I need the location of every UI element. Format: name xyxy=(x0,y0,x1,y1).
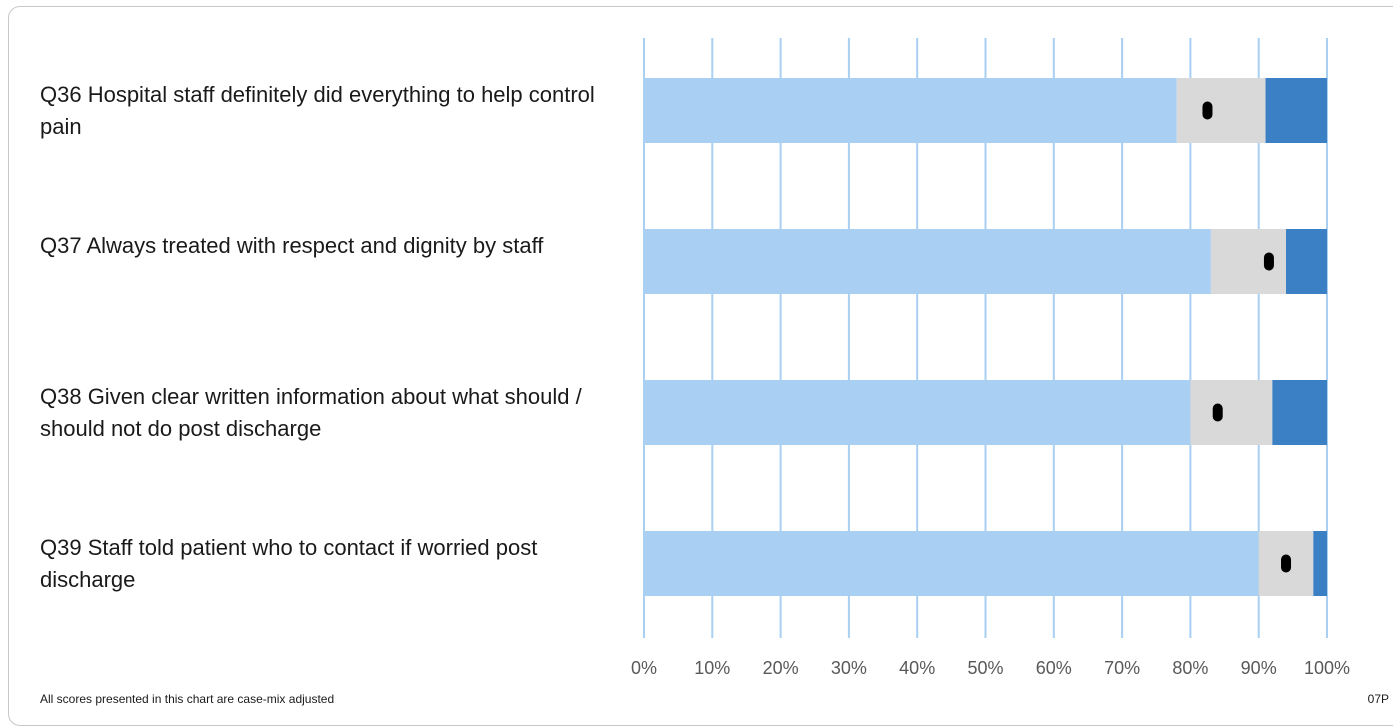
chart-code: 07P xyxy=(1367,692,1389,706)
x-tick-label-5: 50% xyxy=(967,658,1003,678)
bar-segment-3-2 xyxy=(1313,531,1327,596)
x-tick-label-3: 30% xyxy=(831,658,867,678)
question-label-q37: Q37 Always treated with respect and dign… xyxy=(40,233,544,258)
bar-segment-2-2 xyxy=(1272,380,1327,445)
x-tick-label-8: 80% xyxy=(1172,658,1208,678)
bar-segment-2-1 xyxy=(1190,380,1273,445)
x-tick-label-6: 60% xyxy=(1036,658,1072,678)
case-mix-note: All scores presented in this chart are c… xyxy=(40,692,335,706)
x-tick-label-4: 40% xyxy=(899,658,935,678)
x-tick-label-7: 70% xyxy=(1104,658,1140,678)
bar-segment-0-2 xyxy=(1265,78,1327,143)
question-label-q36: Q36 Hospital staff definitely did everyt… xyxy=(40,82,595,139)
question-label-q39: Q39 Staff told patient who to contact if… xyxy=(40,535,538,592)
bar-segment-1-0 xyxy=(644,229,1211,294)
bar-segment-0-1 xyxy=(1176,78,1266,143)
bar-segment-3-0 xyxy=(644,531,1259,596)
x-tick-label-1: 10% xyxy=(694,658,730,678)
score-marker-0 xyxy=(1202,101,1213,120)
bar-segment-1-1 xyxy=(1210,229,1287,294)
x-tick-label-10: 100% xyxy=(1304,658,1350,678)
bar-segment-2-0 xyxy=(644,380,1191,445)
x-tick-label-2: 20% xyxy=(763,658,799,678)
score-marker-1 xyxy=(1263,252,1274,271)
x-tick-label-9: 90% xyxy=(1241,658,1277,678)
score-marker-3 xyxy=(1281,554,1292,573)
bar-segment-0-0 xyxy=(644,78,1177,143)
bar-segment-1-2 xyxy=(1286,229,1327,294)
x-tick-label-0: 0% xyxy=(631,658,657,678)
question-label-q38: Q38 Given clear written information abou… xyxy=(40,384,582,441)
score-marker-2 xyxy=(1212,403,1223,422)
